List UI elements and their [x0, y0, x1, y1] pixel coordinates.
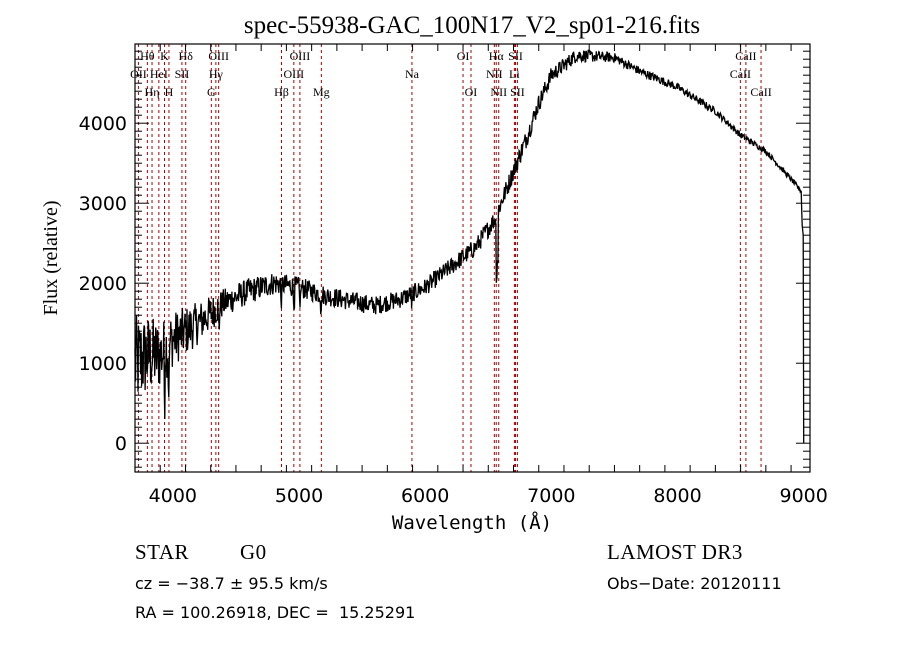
spectral-line-label: CaII — [730, 67, 751, 81]
y-tick-label: 0 — [115, 433, 127, 455]
spectral-line-label: OIII — [208, 49, 229, 63]
obs-date-text: Obs−Date: 20120111 — [607, 574, 782, 593]
object-class: STAR — [135, 540, 189, 564]
spectral-line-label: HeI — [150, 67, 168, 81]
redshift-text: cz = −38.7 ± 95.5 km/s — [135, 574, 328, 593]
coordinates-text: RA = 100.26918, DEC = 15.25291 — [135, 603, 416, 622]
plot-frame — [134, 43, 811, 473]
spectral-line-label: Mg — [313, 85, 330, 99]
spectral-line-label: SII — [508, 49, 523, 63]
y-tick-label: 2000 — [79, 273, 127, 295]
y-tick-label: 4000 — [79, 113, 127, 135]
y-tick-label: 1000 — [79, 353, 127, 375]
spectrum-line — [134, 49, 805, 444]
spectral-line-label: Hα — [489, 49, 505, 63]
spectral-line-label: SII — [175, 67, 190, 81]
spectral-line-label: SII — [510, 85, 525, 99]
spectral-line-label: OI — [465, 85, 478, 99]
spectral-line-label: NII — [490, 85, 507, 99]
x-tick-label: 6000 — [401, 485, 449, 507]
spectral-line-label: H — [165, 85, 174, 99]
spectral-line-label: Li — [509, 67, 520, 81]
y-tick-label: 3000 — [79, 193, 127, 215]
spectral-line-label: Hθ — [140, 49, 155, 63]
spectral-line-label: OIII — [290, 49, 311, 63]
spectral-line-label: OIII — [284, 67, 305, 81]
spectral-line-label: Hη — [145, 85, 160, 99]
spectral-line-label: OII — [130, 67, 147, 81]
x-axis-ticks: 4000 5000 6000 7000 8000 9000 — [134, 44, 828, 507]
survey-name: LAMOST DR3 — [607, 540, 743, 564]
spectral-line-label: K — [160, 49, 169, 63]
y-axis-ticks: 0 1000 2000 3000 4000 — [79, 50, 810, 468]
spectral-line-labels: OIIHθHηHeIKHSIIHδGHγOIIIHβOIIIOIIIMgNaOI… — [130, 49, 772, 99]
spectral-line-label: OI — [457, 49, 470, 63]
spectral-lines — [137, 44, 762, 472]
spectral-line-label: Hγ — [209, 67, 224, 81]
y-axis-label: Flux (relative) — [40, 201, 62, 316]
spectral-line-label: NII — [486, 67, 503, 81]
spectral-line-label: Hδ — [179, 49, 194, 63]
spectral-line-label: CaII — [735, 49, 756, 63]
spectral-line-label: Hβ — [274, 85, 289, 99]
x-tick-label: 4000 — [149, 485, 197, 507]
spectral-line-label: CaII — [750, 85, 771, 99]
chart-title: spec-55938-GAC_100N17_V2_sp01-216.fits — [244, 12, 700, 39]
x-tick-label: 7000 — [527, 485, 575, 507]
x-tick-label: 8000 — [653, 485, 701, 507]
spectral-line-label: G — [207, 85, 216, 99]
spectral-line-label: Na — [405, 67, 420, 81]
x-tick-label: 5000 — [275, 485, 323, 507]
object-subclass: G0 — [240, 540, 267, 564]
x-axis-label: Wavelength (Å) — [392, 511, 552, 534]
x-tick-label: 9000 — [780, 485, 828, 507]
